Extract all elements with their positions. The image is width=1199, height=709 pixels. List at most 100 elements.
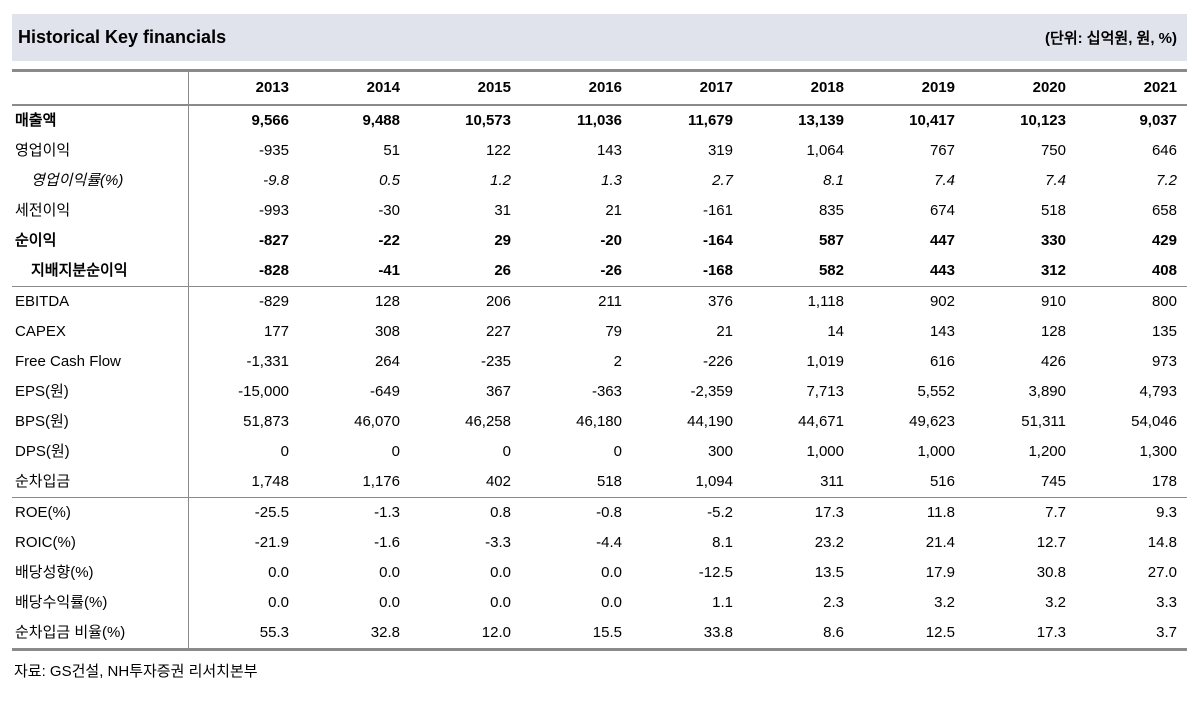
year-header: 2015 bbox=[477, 79, 511, 96]
value-cell: 750 bbox=[1040, 142, 1066, 159]
value-cell: 178 bbox=[1151, 473, 1177, 490]
value-cell: 1.3 bbox=[601, 172, 622, 189]
row-label: 세전이익 bbox=[12, 196, 189, 226]
value-cell: 29 bbox=[494, 232, 511, 249]
value-cell: 17.3 bbox=[1036, 624, 1066, 641]
value-cell: 51,311 bbox=[1021, 413, 1066, 430]
value-cell: 745 bbox=[1040, 473, 1066, 490]
value-cell: 0 bbox=[391, 443, 400, 460]
value-cell: 1,019 bbox=[806, 353, 844, 370]
value-cell: 0.0 bbox=[490, 564, 511, 581]
value-cell: 0.0 bbox=[268, 594, 289, 611]
value-cell: 402 bbox=[485, 473, 511, 490]
value-cell: 46,180 bbox=[576, 413, 622, 430]
value-cell: -164 bbox=[702, 232, 733, 249]
value-cell: 4,793 bbox=[1139, 383, 1177, 400]
value-cell: 44,190 bbox=[687, 413, 733, 430]
row-label: 순차입금 비율(%) bbox=[12, 618, 189, 650]
value-cell: -26 bbox=[600, 262, 622, 279]
value-cell: 319 bbox=[707, 142, 733, 159]
value-cell: -5.2 bbox=[707, 504, 733, 521]
value-cell: 910 bbox=[1040, 293, 1066, 310]
value-cell: 0 bbox=[280, 443, 289, 460]
value-cell: 2.3 bbox=[823, 594, 844, 611]
value-cell: 11.8 bbox=[926, 504, 955, 521]
value-cell: -12.5 bbox=[698, 564, 733, 581]
value-cell: -1.6 bbox=[374, 534, 400, 551]
value-cell: -1.3 bbox=[374, 504, 400, 521]
value-cell: -161 bbox=[702, 202, 733, 219]
value-cell: 23.2 bbox=[814, 534, 844, 551]
value-cell: 13.5 bbox=[814, 564, 844, 581]
value-cell: 0.0 bbox=[601, 564, 622, 581]
value-cell: 646 bbox=[1151, 142, 1177, 159]
value-cell: 122 bbox=[485, 142, 511, 159]
table-row: BPS(원) 51,873 46,070 46,258 46,180 44,190 44,6… bbox=[12, 407, 1187, 437]
value-cell: 0.0 bbox=[490, 594, 511, 611]
value-cell: 30.8 bbox=[1036, 564, 1066, 581]
value-cell: -21.9 bbox=[254, 534, 289, 551]
value-cell: 429 bbox=[1151, 232, 1177, 249]
value-cell: 308 bbox=[374, 323, 400, 340]
value-cell: -20 bbox=[600, 232, 622, 249]
value-cell: -4.4 bbox=[596, 534, 622, 551]
title-bar: Historical Key financials (단위: 십억원, 원, %… bbox=[12, 14, 1187, 61]
value-cell: 1,094 bbox=[695, 473, 733, 490]
header-row: 2013 2014 2015 2016 2017 2018 2019 2020 2021 bbox=[12, 70, 1187, 105]
value-cell: -827 bbox=[258, 232, 289, 249]
row-label: ROIC(%) bbox=[12, 528, 189, 558]
value-cell: 14.8 bbox=[1147, 534, 1177, 551]
value-cell: 587 bbox=[818, 232, 844, 249]
value-cell: 10,123 bbox=[1020, 112, 1066, 129]
value-cell: 0.0 bbox=[379, 594, 400, 611]
value-cell: 55.3 bbox=[259, 624, 289, 641]
value-cell: 8.1 bbox=[712, 534, 733, 551]
value-cell: 516 bbox=[929, 473, 955, 490]
value-cell: 7,713 bbox=[806, 383, 844, 400]
table-row: 지배지분순이익 -828 -41 26 -26 -168 582 443 312 408 bbox=[12, 256, 1187, 287]
value-cell: 21.4 bbox=[925, 534, 955, 551]
table-row: CAPEX 177 308 227 79 21 14 143 128 135 bbox=[12, 317, 1187, 347]
value-cell: -22 bbox=[378, 232, 400, 249]
value-cell: 12.7 bbox=[1036, 534, 1066, 551]
value-cell: 11,679 bbox=[687, 112, 733, 129]
value-cell: 3.2 bbox=[934, 594, 955, 611]
table-row: 영업이익률(%) -9.8 0.5 1.2 1.3 2.7 8.1 7.4 7.4 7.2 bbox=[12, 166, 1187, 196]
year-header: 2017 bbox=[699, 79, 733, 96]
value-cell: 0.0 bbox=[601, 594, 622, 611]
value-cell: 1,748 bbox=[251, 473, 289, 490]
row-label: Free Cash Flow bbox=[12, 347, 189, 377]
value-cell: -935 bbox=[258, 142, 289, 159]
page-title: Historical Key financials bbox=[18, 27, 227, 47]
value-cell: 0 bbox=[502, 443, 511, 460]
value-cell: 376 bbox=[707, 293, 733, 310]
table-body: 매출액 9,566 9,488 10,573 11,036 11,679 13,139 10,… bbox=[12, 105, 1187, 650]
financials-table: 2013 2014 2015 2016 2017 2018 2019 2020 2021 매출액… bbox=[12, 69, 1187, 651]
value-cell: 21 bbox=[716, 323, 733, 340]
value-cell: 518 bbox=[596, 473, 622, 490]
unit-label: (단위: 십억원, 원, %) bbox=[1045, 30, 1177, 47]
value-cell: 7.4 bbox=[1045, 172, 1066, 189]
table-row: EBITDA -829 128 206 211 376 1,118 902 910 800 bbox=[12, 286, 1187, 317]
value-cell: 211 bbox=[598, 293, 622, 310]
value-cell: 1.2 bbox=[490, 172, 511, 189]
year-header: 2021 bbox=[1143, 79, 1177, 96]
year-header: 2020 bbox=[1032, 79, 1066, 96]
value-cell: 13,139 bbox=[798, 112, 844, 129]
value-cell: -0.8 bbox=[596, 504, 622, 521]
value-cell: 518 bbox=[1040, 202, 1066, 219]
value-cell: 21 bbox=[605, 202, 622, 219]
value-cell: 33.8 bbox=[703, 624, 733, 641]
value-cell: 1,118 bbox=[807, 293, 844, 310]
year-header: 2014 bbox=[366, 79, 400, 96]
value-cell: 46,258 bbox=[465, 413, 511, 430]
row-label: DPS(원) bbox=[12, 437, 189, 467]
value-cell: 32.8 bbox=[370, 624, 400, 641]
value-cell: 128 bbox=[1040, 323, 1066, 340]
year-header: 2019 bbox=[921, 79, 955, 96]
value-cell: -828 bbox=[258, 262, 289, 279]
value-cell: 1,200 bbox=[1028, 443, 1066, 460]
value-cell: 300 bbox=[707, 443, 733, 460]
value-cell: 44,671 bbox=[798, 413, 844, 430]
table-row: EPS(원) -15,000 -649 367 -363 -2,359 7,713 5,552… bbox=[12, 377, 1187, 407]
